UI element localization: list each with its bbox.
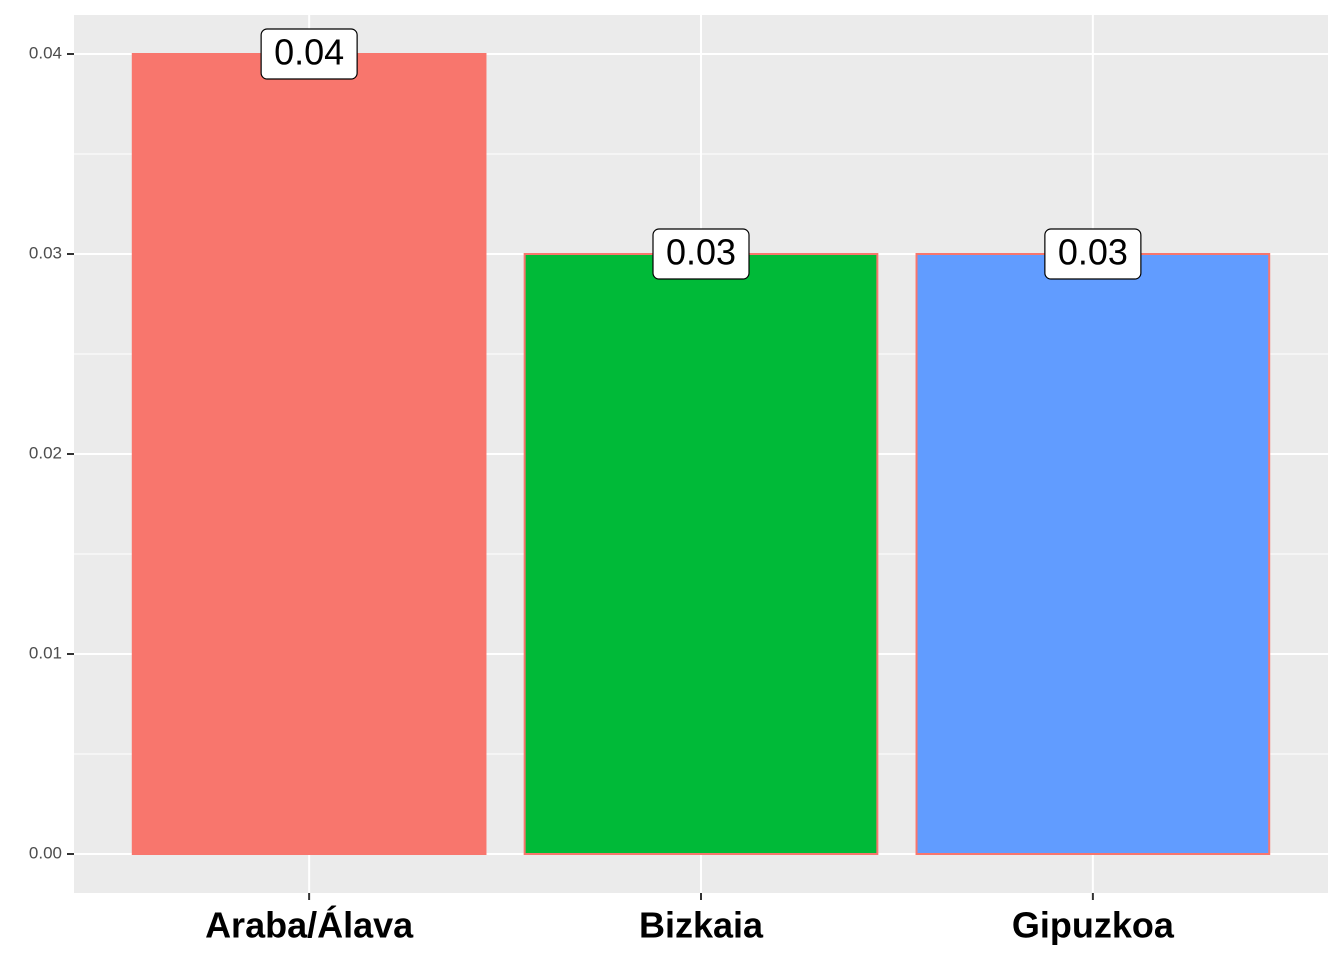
y-tick-label: 0.03 (29, 243, 62, 262)
x-tick-label: Araba/Álava (205, 905, 414, 946)
x-tick-label: Gipuzkoa (1012, 905, 1175, 946)
y-tick-label: 0.04 (29, 43, 62, 62)
value-label: 0.03 (1058, 232, 1128, 273)
y-tick-label: 0.00 (29, 843, 62, 862)
value-label: 0.03 (666, 232, 736, 273)
y-tick-label: 0.01 (29, 643, 62, 662)
bar (915, 253, 1271, 855)
value-label-box (260, 28, 358, 80)
value-label-box (652, 228, 750, 280)
bar (523, 253, 879, 855)
bar (131, 53, 487, 855)
x-tick-label: Bizkaia (639, 905, 764, 946)
y-tick-label: 0.02 (29, 443, 62, 462)
value-label: 0.04 (274, 32, 344, 73)
value-label-box (1044, 228, 1142, 280)
